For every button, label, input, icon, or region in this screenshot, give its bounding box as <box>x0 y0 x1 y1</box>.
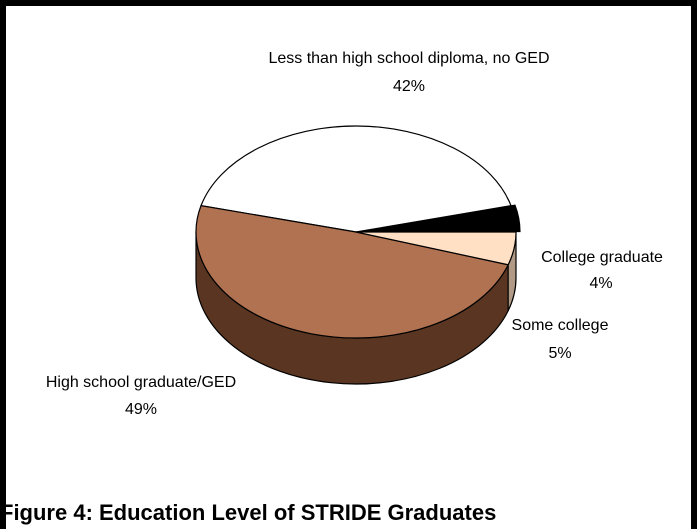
label-college-graduate: College graduate <box>541 249 663 266</box>
pie-tops <box>195 125 521 339</box>
value-high-school-graduate: 49% <box>125 401 157 418</box>
slice-less-than-high-school <box>200 125 512 233</box>
label-less-than-high-school: Less than high school diploma, no GED <box>268 50 549 67</box>
label-high-school-graduate: High school graduate/GED <box>46 374 236 391</box>
value-less-than-high-school: 42% <box>393 78 425 95</box>
slice-some-college <box>355 231 517 266</box>
value-college-graduate: 4% <box>589 275 612 292</box>
slice-high-school-graduate <box>195 204 510 339</box>
label-some-college: Some college <box>512 317 609 334</box>
value-some-college: 5% <box>548 345 571 362</box>
figure-caption: Figure 4: Education Level of STRIDE Grad… <box>0 500 497 525</box>
